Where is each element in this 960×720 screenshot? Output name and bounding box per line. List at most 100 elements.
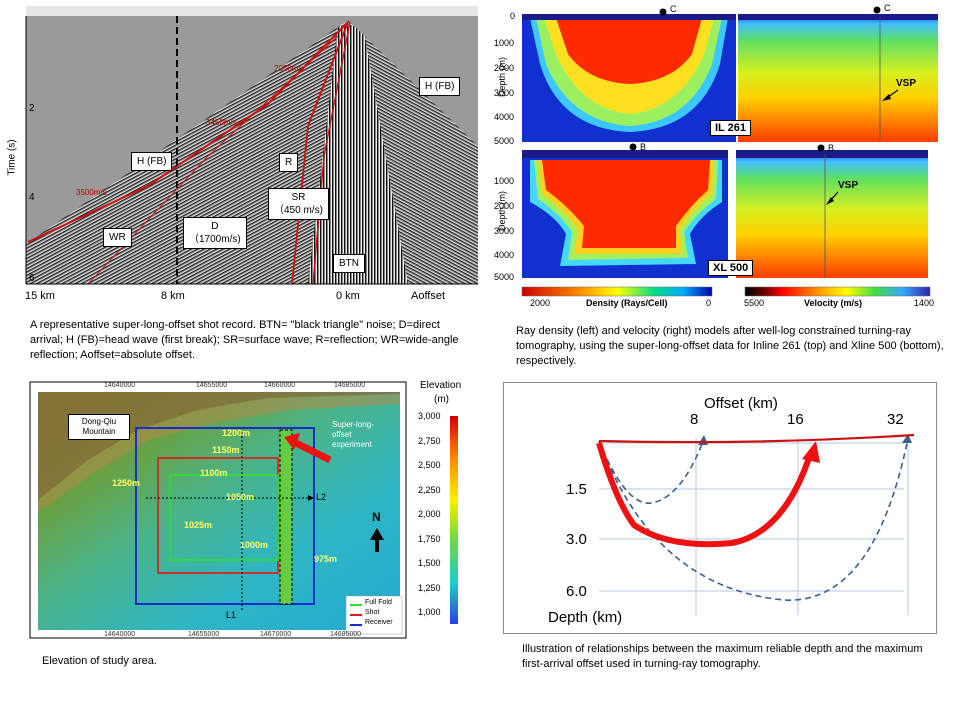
map-top-tick-4: 14685000: [334, 382, 366, 389]
marker-b-bottom-velocity: B: [828, 143, 835, 153]
velocity-cb-max: 1400: [914, 298, 935, 308]
depth-diagram-panel: Offset (km) 8 16 32 1.5 3.0 6.0 Depth (k…: [503, 382, 937, 634]
colorbar-title: Elevation: [420, 380, 462, 391]
tomography-caption: Ray density (left) and velocity (right) …: [516, 325, 944, 367]
velocity-label-3500: 3500m/s: [76, 188, 107, 197]
colorbar-tick-1250: 1,250: [418, 583, 441, 593]
experiment-label: Super-long-offset experiment: [332, 420, 374, 449]
depth-tick-6-0: 6.0: [566, 583, 587, 600]
offset-label-0km: 0 km: [336, 290, 360, 302]
offset-label-8km: 8 km: [161, 290, 185, 302]
contour-1025: 1025m: [184, 520, 213, 530]
contour-1150: 1150m: [212, 445, 240, 455]
contour-1000: 1000m: [240, 540, 269, 550]
line-l1-label: L1: [226, 610, 237, 620]
colorbar-tick-1750: 1,750: [418, 534, 441, 544]
depth-tick-bottom-5000: 5000: [494, 272, 515, 282]
contour-1250: 1250m: [112, 478, 141, 488]
vsp-label-top: VSP: [896, 78, 917, 89]
label-sr: SR （450 m/s): [268, 188, 329, 220]
depth-tick-bottom-4000: 4000: [494, 250, 515, 260]
depth-axis-label-bottom: Depth (m): [497, 190, 508, 232]
offset-axis-title: Offset (km): [704, 395, 778, 412]
marker-c-top-velocity: C: [884, 3, 891, 13]
depth-diagram-caption: Illustration of relationships between th…: [522, 643, 923, 670]
time-tick-2: 2: [29, 103, 35, 114]
xl-label: XL 500: [708, 260, 754, 276]
legend-shot: Shot: [365, 609, 380, 616]
contour-1100: 1100m: [200, 468, 228, 478]
depth-tick-3-0: 3.0: [566, 531, 587, 548]
colorbar-tick-1000: 1,000: [418, 607, 441, 617]
legend-receiver: Receiver: [365, 619, 393, 626]
density-cb-min: 2000: [530, 298, 551, 308]
mountain-label: Dong-Qiu Mountain: [68, 414, 130, 440]
time-axis-label: Time (s): [6, 139, 18, 176]
label-d-speed: （1700m/s): [189, 234, 241, 245]
offset-tick-32: 32: [887, 411, 904, 428]
map-top-tick-2: 14655000: [196, 382, 228, 389]
vsp-label-bottom: VSP: [838, 180, 859, 191]
elevation-map-caption: Elevation of study area.: [42, 655, 157, 667]
depth-tick-bottom-3000: 3000: [494, 226, 515, 236]
offset-tick-16: 16: [787, 411, 804, 428]
shot-record-image: [25, 6, 478, 285]
time-tick-6: 6: [29, 273, 35, 284]
colorbar-tick-2000: 2,000: [418, 509, 441, 519]
label-d: D （1700m/s): [183, 217, 247, 249]
depth-tick-top-2000: 2000: [494, 63, 515, 73]
map-top-tick-3: 14660000: [264, 382, 296, 389]
label-wr: WR: [103, 228, 132, 247]
colorbar-tick-2750: 2,750: [418, 436, 441, 446]
map-bottom-tick-2: 14655000: [188, 631, 220, 638]
depth-axis-title: Depth (km): [548, 609, 623, 626]
contour-1050: 1050m: [226, 492, 255, 502]
depth-diagram-image: [596, 433, 915, 615]
shot-record-panel: Time (s) 2 4 6 2050m/s 3450m/s 3500m/s H…: [6, 6, 486, 306]
velocity-cb-title: Velocity (m/s): [804, 298, 863, 308]
time-tick-4: 4: [29, 192, 35, 203]
density-cb-title: Density (Rays/Cell): [586, 298, 668, 308]
label-sr-name: SR: [291, 192, 306, 203]
depth-tick-top-3000: 3000: [494, 88, 515, 98]
marker-c-top-density: C: [670, 4, 677, 14]
depth-tick-bottom-1000: 1000: [494, 176, 515, 186]
colorbar-tick-3000: 3,000: [418, 411, 441, 421]
legend-full-fold: Full Fold: [365, 599, 392, 606]
line-l2-label: L2: [316, 492, 327, 502]
north-label: N: [372, 510, 381, 524]
colorbar-tick-1500: 1,500: [418, 558, 441, 568]
il-label: IL 261: [710, 120, 751, 136]
map-bottom-tick-3: 14670000: [260, 631, 292, 638]
contour-1200: 1200m: [222, 428, 251, 438]
shot-record-caption: A representative super-long-offset shot …: [30, 319, 459, 361]
colorbar-unit: (m): [434, 394, 449, 405]
tomography-image: [521, 6, 938, 297]
velocity-label-2050: 2050m/s: [274, 64, 305, 73]
label-d-name: D: [211, 221, 219, 232]
label-h-fb-left: H (FB): [131, 152, 173, 171]
label-sr-speed: （450 m/s): [274, 205, 323, 216]
depth-tick-top-5000: 5000: [494, 136, 515, 146]
map-bottom-tick-1: 14640000: [104, 631, 136, 638]
map-bottom-tick-4: 14685000: [330, 631, 362, 638]
depth-tick-top-1000: 1000: [494, 38, 515, 48]
colorbar-tick-2250: 2,250: [418, 485, 441, 495]
elevation-map-panel: 14640000 14655000 14660000 14685000 1464…: [28, 380, 478, 642]
density-cb-max: 0: [706, 298, 712, 308]
offset-label-aoffset: Aoffset: [411, 290, 446, 302]
depth-tick-1-5: 1.5: [566, 481, 587, 498]
label-btn: BTN: [333, 254, 365, 273]
depth-tick-bottom-2000: 2000: [494, 201, 515, 211]
map-top-tick-1: 14640000: [104, 382, 136, 389]
label-r: R: [279, 153, 299, 172]
tomography-panel: Depth (m) Depth (m) 0 1000 2000 3000 400…: [494, 3, 950, 314]
offset-label-15km: 15 km: [25, 290, 55, 302]
marker-b-bottom-density: B: [640, 142, 647, 152]
offset-tick-8: 8: [690, 411, 699, 428]
depth-tick-top-0: 0: [510, 11, 516, 21]
velocity-cb-min: 5500: [744, 298, 765, 308]
label-h-fb-right: H (FB): [419, 77, 461, 96]
colorbar-tick-2500: 2,500: [418, 460, 441, 470]
depth-tick-top-4000: 4000: [494, 112, 515, 122]
